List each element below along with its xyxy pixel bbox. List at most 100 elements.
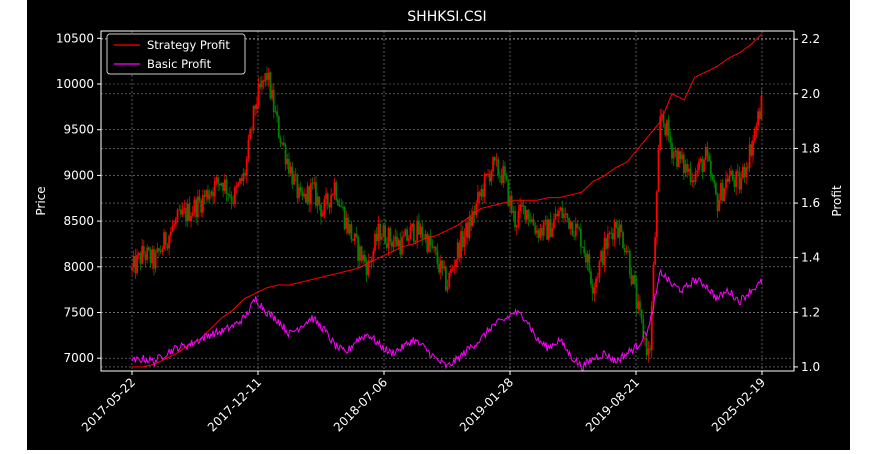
candle-body [372, 250, 375, 261]
candle-body [650, 306, 653, 351]
candle-body [284, 145, 287, 165]
candle-body [357, 236, 360, 261]
candle-body [709, 161, 712, 177]
chart-title: SHHKSI.CSI [407, 9, 486, 25]
candle-body [196, 196, 199, 218]
candle-body [151, 249, 154, 264]
candle-body [693, 180, 695, 183]
candle-body [360, 246, 363, 261]
candle-body [696, 170, 699, 173]
candle-body [311, 183, 314, 185]
candle-body [134, 256, 137, 274]
candle-body [689, 168, 692, 183]
candle-body [458, 242, 461, 258]
candle-body [593, 287, 596, 294]
candle-body [158, 248, 160, 251]
candle-body [247, 139, 250, 159]
candle-body [620, 224, 623, 233]
candle-body [156, 248, 159, 253]
candle-body [500, 176, 503, 184]
candle-body [306, 186, 309, 203]
candle-body [407, 238, 410, 241]
candle-body [185, 208, 187, 222]
candle-body [520, 204, 523, 207]
candle-body [753, 130, 756, 141]
candle-body [613, 221, 616, 240]
candle-body [274, 111, 277, 113]
candle-body [244, 172, 246, 176]
candle-body [490, 170, 493, 182]
candle-body [390, 241, 393, 247]
candle-body [228, 194, 231, 197]
candle-body [301, 191, 304, 197]
candle-body [667, 120, 670, 137]
candle-body [363, 255, 366, 262]
candle-body [262, 80, 265, 82]
candle-body [687, 168, 690, 172]
candle-body [728, 175, 731, 182]
candle-body [318, 196, 321, 205]
candle-body [657, 149, 660, 192]
candle-body [633, 275, 636, 284]
candle-body [568, 217, 570, 229]
candle-body [252, 105, 255, 131]
candle-body [504, 166, 506, 176]
candle-body [740, 178, 743, 190]
y-tick-label: 9500 [63, 123, 94, 137]
candle-body [326, 193, 329, 204]
candle-body [615, 221, 618, 228]
candle-body [441, 260, 444, 269]
candle-body [659, 116, 662, 150]
candle-body [679, 151, 682, 160]
candle-body [323, 199, 326, 214]
candle-body [355, 233, 358, 237]
candle-body [559, 207, 562, 211]
y-right-tick-label: 1.2 [801, 305, 820, 319]
y-axis-label-left: Price [34, 186, 48, 215]
candle-body [525, 209, 528, 220]
candle-body [564, 213, 567, 215]
basic-profit-line [131, 268, 763, 371]
candle-body [277, 116, 280, 139]
candle-body [174, 219, 177, 225]
candle-body [573, 235, 576, 237]
candle-body [237, 183, 240, 186]
candle-body [612, 233, 614, 240]
candle-body [498, 175, 501, 177]
candle-body [706, 146, 709, 156]
candle-body [596, 277, 599, 279]
candle-body [492, 157, 495, 171]
candle-body [519, 204, 522, 212]
candle-body [210, 191, 213, 195]
candle-body [741, 166, 744, 179]
candle-body [595, 278, 597, 288]
candle-body [358, 246, 361, 261]
y-tick-label: 8000 [63, 260, 94, 274]
right-axis-ticks: 1.0 1.2 1.4 1.6 1.8 2.0 2.2 [794, 32, 820, 374]
candle-body [299, 187, 302, 192]
y-tick-label: 10500 [56, 31, 94, 45]
candle-body [223, 179, 226, 191]
candle-body [438, 263, 441, 273]
legend-box [106, 33, 246, 75]
candle-body [397, 240, 400, 247]
candle-body [137, 253, 140, 255]
candle-body [245, 158, 248, 176]
candle-body [507, 179, 510, 206]
candle-body [532, 219, 535, 226]
candle-body [642, 319, 645, 339]
candle-body [720, 183, 722, 201]
candle-body [558, 210, 560, 217]
candle-body [622, 232, 624, 249]
candle-body [652, 264, 655, 307]
candle-body [644, 338, 646, 340]
candle-body [282, 142, 285, 146]
candle-body [477, 192, 479, 204]
candle-body [171, 225, 174, 232]
candle-body [600, 251, 603, 262]
y-axis-label-right: Profit [830, 185, 844, 217]
y-tick-label: 7500 [63, 306, 94, 320]
candle-body [380, 237, 383, 240]
candle-body [298, 187, 300, 199]
candle-body [136, 254, 138, 274]
